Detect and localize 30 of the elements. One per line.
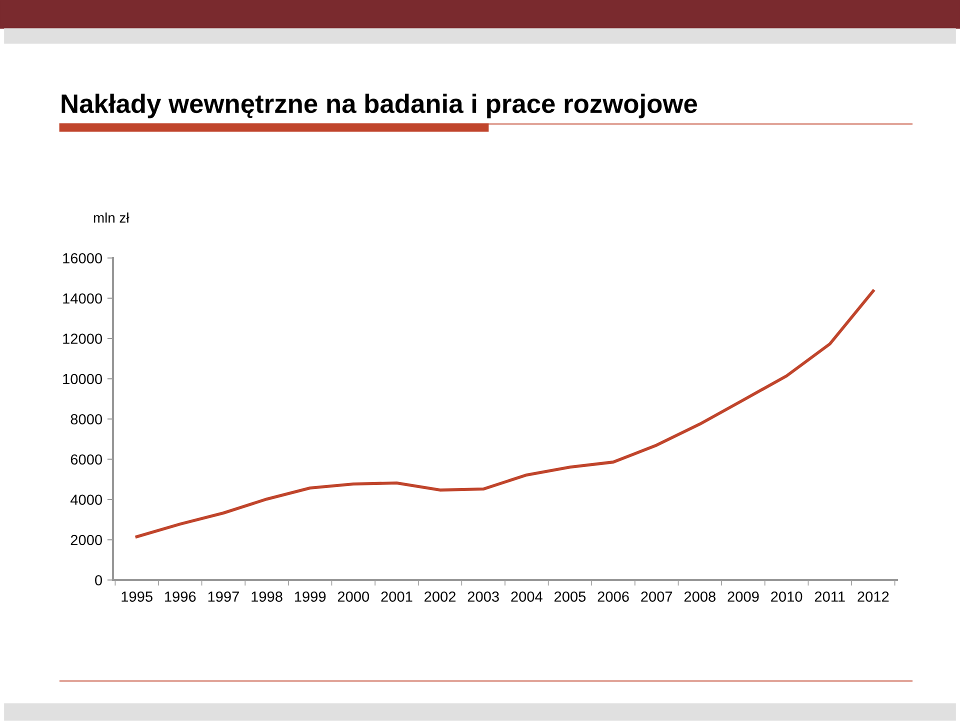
x-tick-label: 1998	[252, 591, 282, 602]
y-tick-label: 2000	[70, 534, 102, 546]
y-axis-title: mln zł	[94, 212, 130, 223]
x-tick-label: 2006	[598, 591, 629, 602]
x-tick-label: 2009	[728, 591, 759, 602]
y-tick-label: 4000	[70, 494, 102, 505]
y-tick-label: 14000	[63, 293, 102, 304]
x-tick-label: 1995	[122, 591, 152, 602]
x-tick-label: 1997	[208, 591, 239, 602]
x-tick-label: 1999	[294, 591, 326, 602]
x-tick-label: 2005	[554, 591, 586, 602]
x-tick-label: 2000	[338, 591, 370, 602]
y-tick-label: 16000	[63, 253, 102, 264]
x-tick-label: 2001	[381, 591, 412, 602]
x-tick-label: 2007	[641, 591, 672, 602]
x-tick-label: 2004	[511, 591, 542, 602]
x-tick-label: 2003	[468, 591, 499, 602]
chart-title: Nakłady wewnętrzne na badania i prace rozwojowe	[62, 94, 698, 118]
line-series	[135, 289, 875, 538]
x-tick-label: 2002	[424, 591, 456, 602]
x-tick-label: 2011	[814, 591, 845, 602]
y-tick-label: 6000	[70, 454, 102, 465]
x-tick-label: 2008	[684, 591, 716, 602]
y-tick-label: 0	[95, 575, 102, 586]
y-tick-label: 12000	[63, 334, 102, 344]
x-tick-label: 2012	[858, 591, 889, 602]
x-tick-label: 1996	[165, 591, 196, 602]
y-tick-label: 8000	[70, 414, 102, 424]
y-tick-label: 10000	[63, 374, 102, 384]
x-tick-label: 2010	[771, 591, 802, 602]
